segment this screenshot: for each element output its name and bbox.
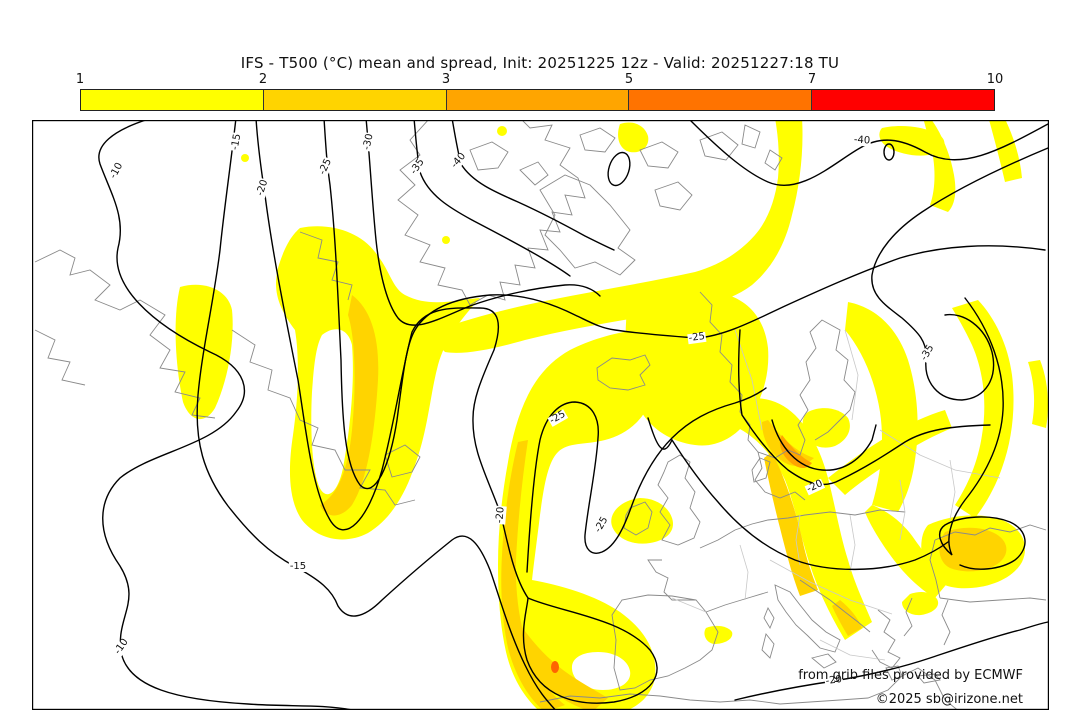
colorbar-segment-1	[263, 90, 447, 110]
map-canvas	[32, 120, 1049, 710]
contour-minus-20-south	[734, 621, 1049, 701]
spread-shading-gold	[320, 295, 1007, 710]
contour-small-oval-1	[883, 143, 895, 161]
contour-minus-15	[196, 120, 557, 710]
map-frame	[32, 120, 1049, 710]
contour-baltic-inner	[771, 419, 877, 471]
colorbar-tick-7: 7	[807, 72, 817, 87]
temperature-contours	[98, 120, 1049, 710]
contour-europe-sweep	[647, 417, 949, 571]
page-title: IFS - T500 (°C) mean and spread, Init: 2…	[240, 54, 840, 72]
contour-east-long	[938, 297, 1026, 570]
coastlines	[34, 120, 1047, 710]
map-panel: -10 -15 -20 -25 -30 -35 -40 -40 -25 -25 -25 -20 -15-…	[32, 120, 1049, 710]
spread-shading-orange	[551, 435, 812, 673]
colorbar-segment-0	[81, 90, 264, 110]
colorbar-gradient	[80, 89, 995, 111]
contour-small-oval-2	[607, 151, 631, 187]
attribution-copyright: ©2025 sb@irizone.net	[875, 692, 1023, 707]
contour-minus-25-hairpin	[526, 387, 767, 573]
colorbar-tick-labels: 1 2 3 5 7 10	[76, 72, 1003, 88]
colorbar: 1 2 3 5 7 10	[76, 72, 1003, 111]
contour-minus-30-west	[365, 120, 601, 326]
colorbar-segment-2	[446, 90, 630, 110]
country-borders	[671, 329, 1001, 661]
contour-minus-35-east	[871, 147, 1049, 401]
colorbar-segment-3	[629, 90, 813, 110]
contour-minus-25-west	[323, 120, 1046, 490]
colorbar-tick-5: 5	[624, 72, 634, 87]
colorbar-tick-2: 2	[258, 72, 268, 87]
spread-shading-yellow	[175, 120, 1048, 710]
colorbar-tick-10: 10	[986, 72, 1004, 87]
contour-minus-10	[98, 120, 353, 710]
colorbar-tick-3: 3	[441, 72, 451, 87]
colorbar-tick-1: 1	[75, 72, 85, 87]
colorbar-segment-4	[812, 90, 994, 110]
contour-minus-40-top	[689, 120, 1049, 186]
contour-minus-20-west	[255, 120, 658, 704]
attribution-ecmwf: from grib files provided by ECMWF	[798, 668, 1023, 683]
